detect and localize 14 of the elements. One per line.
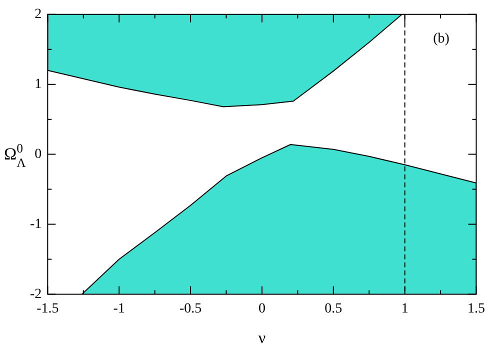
annotation: (b) [433,31,450,46]
x-axis-title: ν [258,330,266,347]
x-tick-label: -1.5 [36,301,59,316]
x-tick-label: -0.5 [179,301,202,316]
y-tick-label: 1 [34,77,42,92]
y-tick-label: -2 [30,286,42,302]
x-tick-label: -1 [113,301,125,316]
y-tick-label: -1 [30,216,42,232]
y-tick-label: 2 [34,7,42,22]
y-tick-label: 0 [34,146,42,162]
x-tick-label: 1.5 [468,301,485,316]
x-tick-label: 0 [258,301,266,316]
x-tick-label: 0.5 [324,301,342,316]
x-tick-label: 1 [401,301,408,316]
